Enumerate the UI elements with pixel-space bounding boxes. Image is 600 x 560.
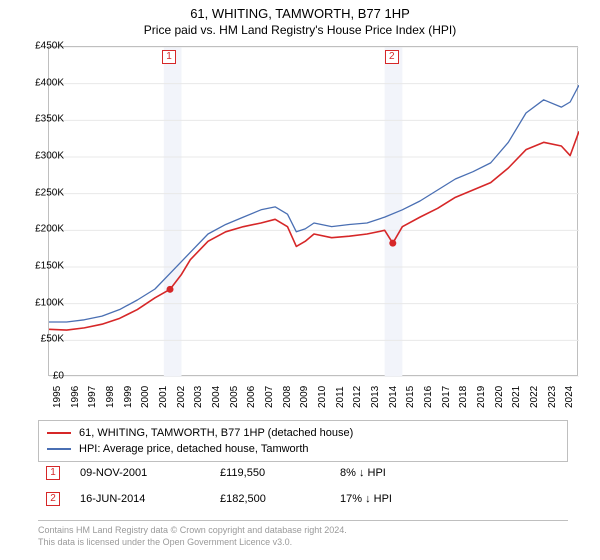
y-tick-label: £400K — [35, 77, 64, 88]
footer-line: Contains HM Land Registry data © Crown c… — [38, 525, 568, 537]
footer-line: This data is licensed under the Open Gov… — [38, 537, 568, 549]
chart-title: 61, WHITING, TAMWORTH, B77 1HP — [0, 6, 600, 21]
x-tick-label: 2014 — [388, 386, 399, 408]
x-tick-label: 2023 — [547, 386, 558, 408]
x-tick-label: 1996 — [70, 386, 81, 408]
x-tick-label: 2013 — [370, 386, 381, 408]
x-tick-label: 2024 — [564, 386, 575, 408]
x-tick-label: 2007 — [264, 386, 275, 408]
legend-label: 61, WHITING, TAMWORTH, B77 1HP (detached… — [79, 427, 353, 439]
x-tick-label: 1999 — [123, 386, 134, 408]
legend-swatch — [47, 448, 71, 450]
legend-swatch — [47, 432, 71, 434]
x-tick-label: 1998 — [105, 386, 116, 408]
sale-marker-icon: 2 — [46, 492, 60, 506]
sale-row: 1 09-NOV-2001 £119,550 8% ↓ HPI — [38, 460, 568, 486]
y-tick-label: £350K — [35, 114, 64, 125]
x-tick-label: 2018 — [458, 386, 469, 408]
x-tick-label: 2006 — [246, 386, 257, 408]
sale-marker-icon: 1 — [46, 466, 60, 480]
plot-area — [48, 46, 578, 376]
x-tick-label: 2009 — [299, 386, 310, 408]
x-tick-label: 2021 — [511, 386, 522, 408]
x-tick-label: 2001 — [158, 386, 169, 408]
legend-item: 61, WHITING, TAMWORTH, B77 1HP (detached… — [47, 425, 559, 441]
y-tick-label: £100K — [35, 297, 64, 308]
x-tick-label: 2019 — [476, 386, 487, 408]
sale-diff: 8% ↓ HPI — [340, 467, 460, 479]
sale-date: 09-NOV-2001 — [80, 467, 220, 479]
x-tick-label: 2015 — [405, 386, 416, 408]
y-tick-label: £300K — [35, 151, 64, 162]
sale-price: £119,550 — [220, 467, 340, 479]
sale-marker-box: 2 — [385, 50, 399, 64]
sale-marker-box: 1 — [162, 50, 176, 64]
y-tick-label: £150K — [35, 261, 64, 272]
x-tick-label: 2002 — [176, 386, 187, 408]
y-tick-label: £450K — [35, 41, 64, 52]
y-tick-label: £50K — [41, 334, 64, 345]
x-tick-label: 2010 — [317, 386, 328, 408]
legend-label: HPI: Average price, detached house, Tamw… — [79, 443, 309, 455]
sale-diff: 17% ↓ HPI — [340, 493, 460, 505]
sale-row: 2 16-JUN-2014 £182,500 17% ↓ HPI — [38, 486, 568, 512]
sale-date: 16-JUN-2014 — [80, 493, 220, 505]
sale-price: £182,500 — [220, 493, 340, 505]
x-tick-label: 2017 — [441, 386, 452, 408]
x-tick-label: 2003 — [193, 386, 204, 408]
legend-item: HPI: Average price, detached house, Tamw… — [47, 441, 559, 457]
x-tick-label: 2016 — [423, 386, 434, 408]
x-tick-label: 2004 — [211, 386, 222, 408]
chart-subtitle: Price paid vs. HM Land Registry's House … — [0, 23, 600, 37]
legend: 61, WHITING, TAMWORTH, B77 1HP (detached… — [38, 420, 568, 462]
x-tick-label: 1995 — [52, 386, 63, 408]
y-tick-label: £250K — [35, 187, 64, 198]
x-tick-label: 2011 — [335, 386, 346, 408]
x-tick-label: 2005 — [229, 386, 240, 408]
sales-table: 1 09-NOV-2001 £119,550 8% ↓ HPI 2 16-JUN… — [38, 460, 568, 512]
x-tick-label: 2022 — [529, 386, 540, 408]
x-tick-label: 2008 — [282, 386, 293, 408]
footer: Contains HM Land Registry data © Crown c… — [38, 520, 568, 548]
chart-container: 61, WHITING, TAMWORTH, B77 1HP Price pai… — [0, 0, 600, 560]
y-tick-label: £0 — [53, 371, 64, 382]
x-tick-label: 2020 — [494, 386, 505, 408]
titles: 61, WHITING, TAMWORTH, B77 1HP Price pai… — [0, 0, 600, 37]
y-tick-label: £200K — [35, 224, 64, 235]
x-tick-label: 2000 — [140, 386, 151, 408]
x-tick-label: 2012 — [352, 386, 363, 408]
x-tick-label: 1997 — [87, 386, 98, 408]
